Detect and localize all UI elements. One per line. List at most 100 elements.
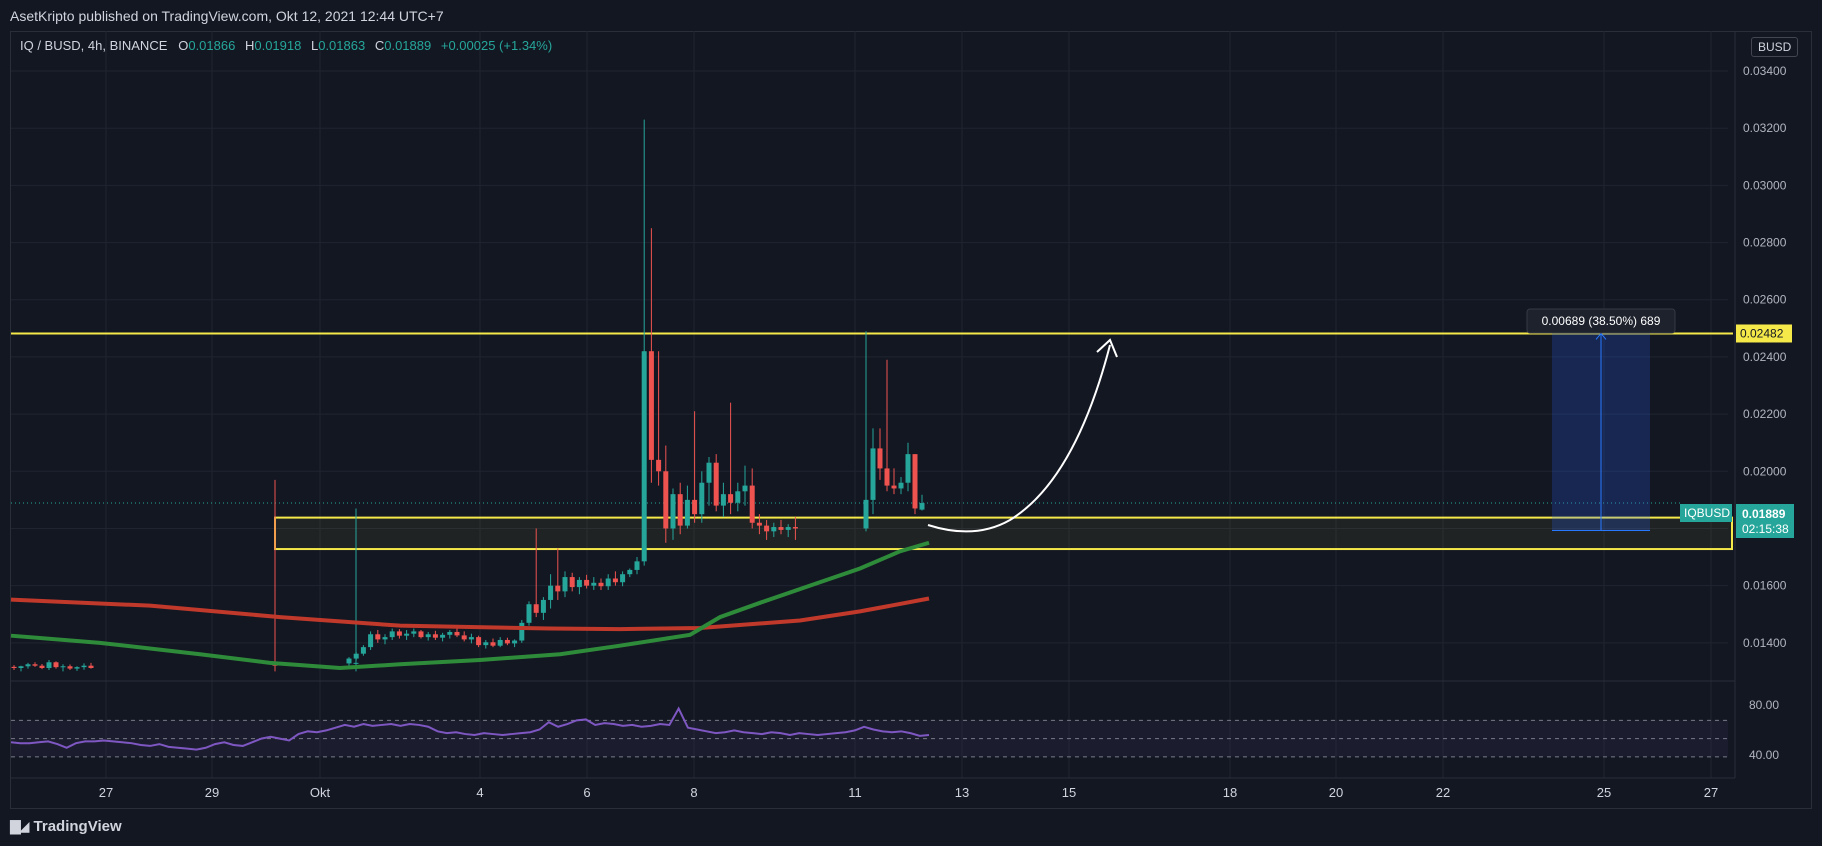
ohlc-legend: IQ / BUSD, 4h, BINANCE O0.01866 H0.01918… bbox=[20, 38, 558, 53]
x-tick-label: 29 bbox=[205, 785, 219, 800]
candle-body bbox=[591, 582, 597, 586]
y-tick-label: 0.03200 bbox=[1743, 121, 1787, 135]
rsi-tick-label: 80.00 bbox=[1749, 698, 1779, 712]
projection-arrowhead bbox=[1096, 338, 1118, 358]
x-tick-label: Okt bbox=[310, 785, 331, 800]
candle-body bbox=[792, 527, 798, 529]
y-tick-label: 0.02800 bbox=[1743, 236, 1787, 250]
tradingview-logo[interactable]: ▇◢ TradingView bbox=[10, 818, 122, 835]
x-tick-label: 15 bbox=[1062, 785, 1076, 800]
candle-body bbox=[706, 462, 712, 483]
candle-body bbox=[67, 666, 73, 669]
close-label: C bbox=[374, 38, 385, 53]
tradingview-logo-icon: ▇◢ bbox=[10, 818, 29, 835]
projection-arrow[interactable] bbox=[927, 344, 1111, 533]
x-tick-label: 27 bbox=[99, 785, 113, 800]
candle-body bbox=[25, 664, 31, 667]
candle-body bbox=[504, 639, 510, 644]
rsi-line bbox=[10, 706, 930, 751]
measure-label: 0.00689 (38.50%) 689 bbox=[1542, 314, 1661, 328]
low-label: L bbox=[310, 38, 319, 53]
candle-body bbox=[627, 569, 633, 575]
candle-body bbox=[562, 577, 568, 592]
candle-body bbox=[612, 578, 618, 583]
candle-body bbox=[32, 664, 38, 666]
open-value: 0.01866 bbox=[188, 38, 236, 53]
x-tick-label: 11 bbox=[848, 785, 862, 800]
candle-body bbox=[389, 631, 395, 638]
candle-body bbox=[692, 499, 698, 515]
candle-body bbox=[468, 637, 474, 640]
candle-body bbox=[576, 579, 582, 588]
high-label: H bbox=[244, 38, 255, 53]
candle-body bbox=[497, 639, 503, 646]
candle-body bbox=[353, 653, 359, 659]
candle-body bbox=[368, 634, 374, 648]
x-tick-label: 13 bbox=[955, 785, 969, 800]
candle-body bbox=[483, 642, 489, 646]
last-price-tag bbox=[1736, 504, 1794, 538]
candle-body bbox=[382, 637, 388, 640]
candle-body bbox=[785, 527, 791, 530]
open-label: O bbox=[178, 38, 189, 53]
y-tick-label: 0.03400 bbox=[1743, 64, 1787, 78]
candle-body bbox=[39, 665, 45, 668]
x-tick-label: 4 bbox=[476, 785, 483, 800]
candle-body bbox=[425, 634, 431, 638]
candle-body bbox=[670, 494, 676, 529]
candle-body bbox=[919, 503, 925, 510]
candle-body bbox=[720, 494, 726, 506]
candle-body bbox=[584, 579, 590, 586]
candle-body bbox=[912, 454, 918, 509]
low-value: 0.01863 bbox=[318, 38, 366, 53]
y-tick-label: 0.03000 bbox=[1743, 178, 1787, 192]
candle-body bbox=[346, 658, 352, 664]
candle-body bbox=[749, 485, 755, 523]
candle-body bbox=[519, 622, 525, 641]
y-tick-label: 0.02600 bbox=[1743, 293, 1787, 307]
countdown-value: 02:15:38 bbox=[1742, 522, 1789, 536]
candle-body bbox=[605, 578, 611, 587]
candle-body bbox=[713, 462, 719, 506]
y-tick-label: 0.02000 bbox=[1743, 464, 1787, 478]
x-tick-label: 20 bbox=[1329, 785, 1343, 800]
candle-body bbox=[432, 634, 438, 638]
candle-body bbox=[74, 667, 80, 669]
candle-body bbox=[677, 494, 683, 526]
symbol-label[interactable]: IQ / BUSD, 4h, BINANCE bbox=[20, 38, 168, 53]
published-caption: AsetKripto published on TradingView.com,… bbox=[10, 8, 444, 24]
candle-body bbox=[60, 666, 66, 668]
x-tick-label: 6 bbox=[583, 785, 590, 800]
candle-body bbox=[699, 482, 705, 515]
top-bar: AsetKripto published on TradingView.com,… bbox=[0, 0, 1822, 30]
x-tick-label: 27 bbox=[1704, 785, 1718, 800]
candle-body bbox=[684, 499, 690, 526]
candle-body bbox=[53, 662, 59, 668]
candle-body bbox=[735, 491, 741, 503]
measure-label-box bbox=[1526, 308, 1676, 334]
close-value: 0.01889 bbox=[384, 38, 432, 53]
candle-body bbox=[490, 642, 496, 646]
currency-button[interactable]: BUSD bbox=[1751, 37, 1799, 57]
ema-50-line bbox=[10, 540, 930, 670]
last-price-value: 0.01889 bbox=[1742, 507, 1786, 521]
candle-body bbox=[81, 665, 87, 668]
candle-body bbox=[440, 634, 446, 638]
candle-body bbox=[771, 527, 777, 532]
x-tick-label: 18 bbox=[1223, 785, 1237, 800]
candle-body bbox=[884, 468, 890, 486]
candle-body bbox=[540, 599, 546, 613]
candle-body bbox=[891, 485, 897, 489]
ema-200-line bbox=[10, 596, 930, 632]
candle-body bbox=[476, 637, 482, 646]
candle-body bbox=[742, 485, 748, 492]
x-tick-label: 22 bbox=[1436, 785, 1450, 800]
candle-body bbox=[634, 561, 640, 570]
candle-body bbox=[461, 635, 467, 640]
candle-body bbox=[778, 527, 784, 530]
y-tick-label: 0.01600 bbox=[1743, 579, 1787, 593]
candle-body bbox=[756, 522, 762, 526]
x-tick-label: 25 bbox=[1597, 785, 1611, 800]
candle-body bbox=[447, 631, 453, 635]
